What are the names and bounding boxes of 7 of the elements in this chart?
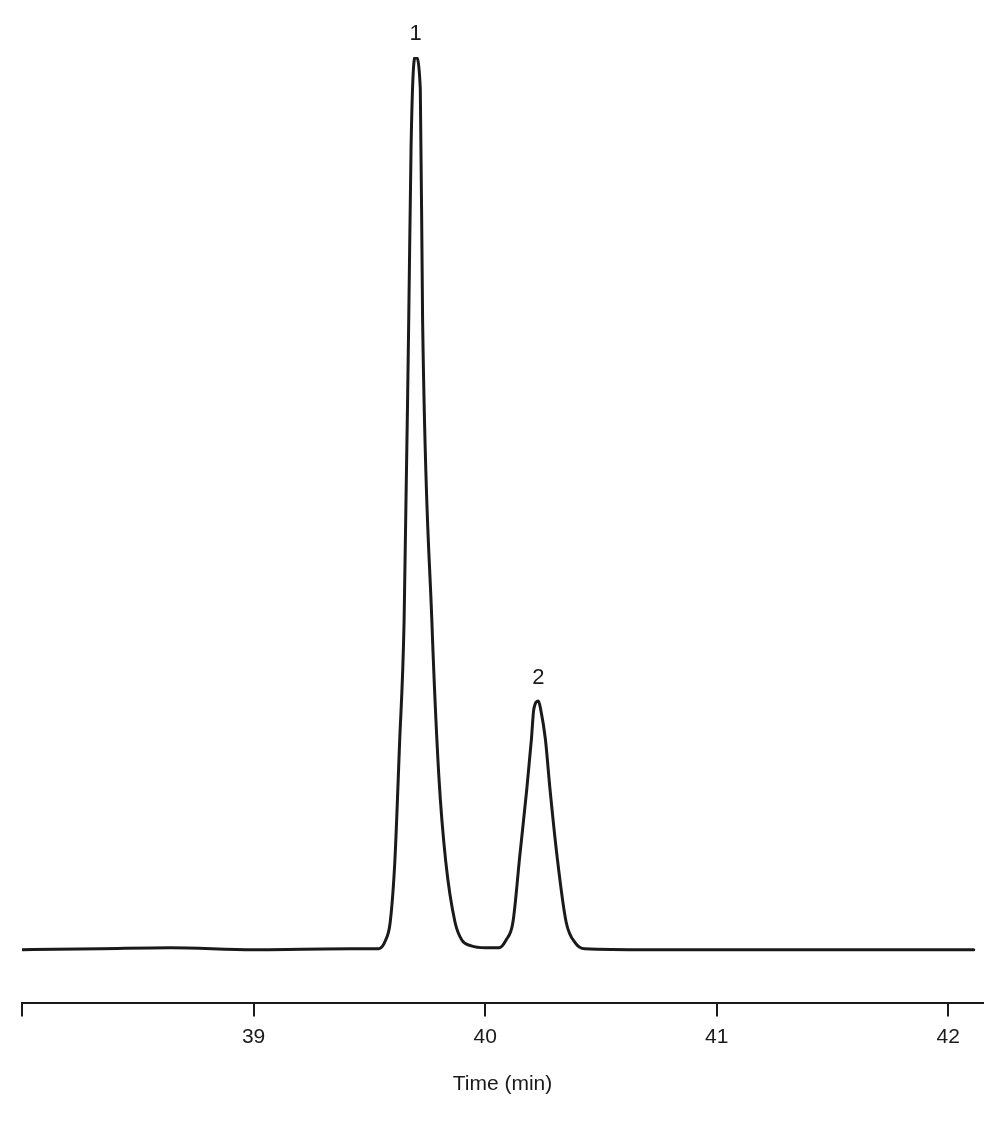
annotation: 2 — [532, 664, 545, 690]
x-tick-label: 40 — [473, 1024, 497, 1047]
x-tick-label: 39 — [241, 1024, 266, 1047]
annotation: 1 — [409, 20, 422, 46]
x-tick-label: 42 — [936, 1024, 960, 1047]
x-tick-label: 41 — [705, 1024, 729, 1047]
x-axis-title: Time (min) — [452, 1071, 553, 1095]
